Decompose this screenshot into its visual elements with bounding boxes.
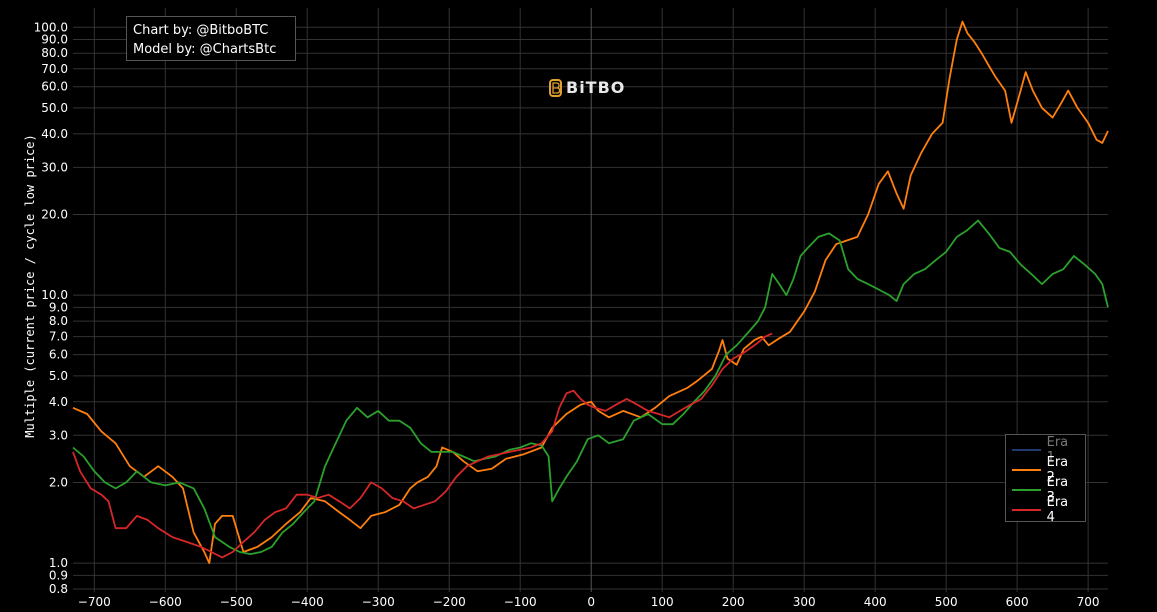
- y-tick-label: 9.0: [49, 300, 68, 314]
- x-tick-label: 100: [651, 595, 674, 609]
- series-line-era-2: [72, 20, 1109, 564]
- y-tick-label: 80.0: [41, 46, 68, 60]
- legend-swatch: [1012, 469, 1041, 471]
- legend-label: Era 4: [1046, 495, 1069, 525]
- y-tick-label: 70.0: [41, 62, 68, 76]
- y-tick-label: 4.0: [49, 395, 68, 409]
- y-tick-label: 8.0: [49, 314, 68, 328]
- x-tick-label: −400: [291, 595, 324, 609]
- y-tick-label: 10.0: [41, 288, 68, 302]
- legend-label: Era 3: [1046, 475, 1069, 505]
- x-tick-label: −300: [362, 595, 395, 609]
- chart-grid: [73, 8, 1108, 592]
- y-tick-label: 5.0: [49, 369, 68, 383]
- x-tick-label: 500: [935, 595, 958, 609]
- y-tick-label: 6.0: [49, 348, 68, 362]
- legend-item-era-4[interactable]: Era 4: [1012, 495, 1079, 525]
- y-axis-ticks: 0.80.91.0 2.0 3.0 4.0 5.0 6.0 7.0 8.09.010.0 20.…: [34, 20, 68, 596]
- chart-credit: Chart by: @BitboBTC: [133, 23, 269, 38]
- x-tick-label: −100: [504, 595, 537, 609]
- legend-swatch: [1012, 449, 1041, 451]
- y-tick-label: 0.9: [49, 568, 68, 582]
- series-line-era-3: [72, 219, 1109, 555]
- y-tick-label: 50.0: [41, 101, 68, 115]
- y-tick-label: 100.0: [34, 20, 68, 34]
- y-tick-label: 2.0: [49, 475, 68, 489]
- x-tick-label: −200: [433, 595, 466, 609]
- x-tick-label: 700: [1077, 595, 1100, 609]
- legend-item-era-3[interactable]: Era 3: [1012, 475, 1079, 505]
- x-tick-label: 600: [1006, 595, 1029, 609]
- bitbo-logo-text: BiTBO: [566, 78, 626, 97]
- legend-swatch: [1012, 489, 1041, 491]
- y-tick-label: 0.8: [49, 582, 68, 596]
- y-tick-label: 3.0: [49, 428, 68, 442]
- y-tick-label: 30.0: [41, 160, 68, 174]
- y-axis-label: Multiple (current price / cycle low pric…: [23, 134, 37, 437]
- legend-swatch: [1012, 509, 1041, 511]
- legend-label: Era 1: [1046, 435, 1069, 465]
- x-tick-label: 300: [793, 595, 816, 609]
- x-tick-label: 0: [587, 595, 595, 609]
- legend-item-era-2[interactable]: Era 2: [1012, 455, 1079, 485]
- legend-item-era-1[interactable]: Era 1: [1012, 435, 1079, 465]
- bitbo-logo-icon: [549, 78, 562, 97]
- y-tick-label: 40.0: [41, 127, 68, 141]
- legend-label: Era 2: [1046, 455, 1069, 485]
- x-tick-label: −700: [78, 595, 111, 609]
- y-tick-label: 90.0: [41, 33, 68, 47]
- chart-series: [72, 20, 1109, 564]
- y-tick-label: 20.0: [41, 208, 68, 222]
- bitbo-logo: BiTBO: [549, 78, 625, 97]
- legend: Era 1 Era 2 Era 3 Era 4: [1005, 434, 1086, 525]
- x-tick-label: 200: [722, 595, 745, 609]
- model-credit: Model by: @ChartsBtc: [133, 42, 277, 57]
- y-tick-label: 7.0: [49, 330, 68, 344]
- y-tick-label: 60.0: [41, 80, 68, 94]
- credits-box: Chart by: @BitboBTC Model by: @ChartsBtc: [126, 16, 296, 61]
- x-tick-label: −500: [220, 595, 253, 609]
- series-line-era-4: [72, 332, 773, 559]
- y-tick-label: 1.0: [49, 556, 68, 570]
- x-tick-label: −600: [149, 595, 182, 609]
- x-axis-ticks: −700 −600 −500 −400 −300 −200 −100 0 100 200 300 40…: [78, 595, 1100, 609]
- x-tick-label: 400: [864, 595, 887, 609]
